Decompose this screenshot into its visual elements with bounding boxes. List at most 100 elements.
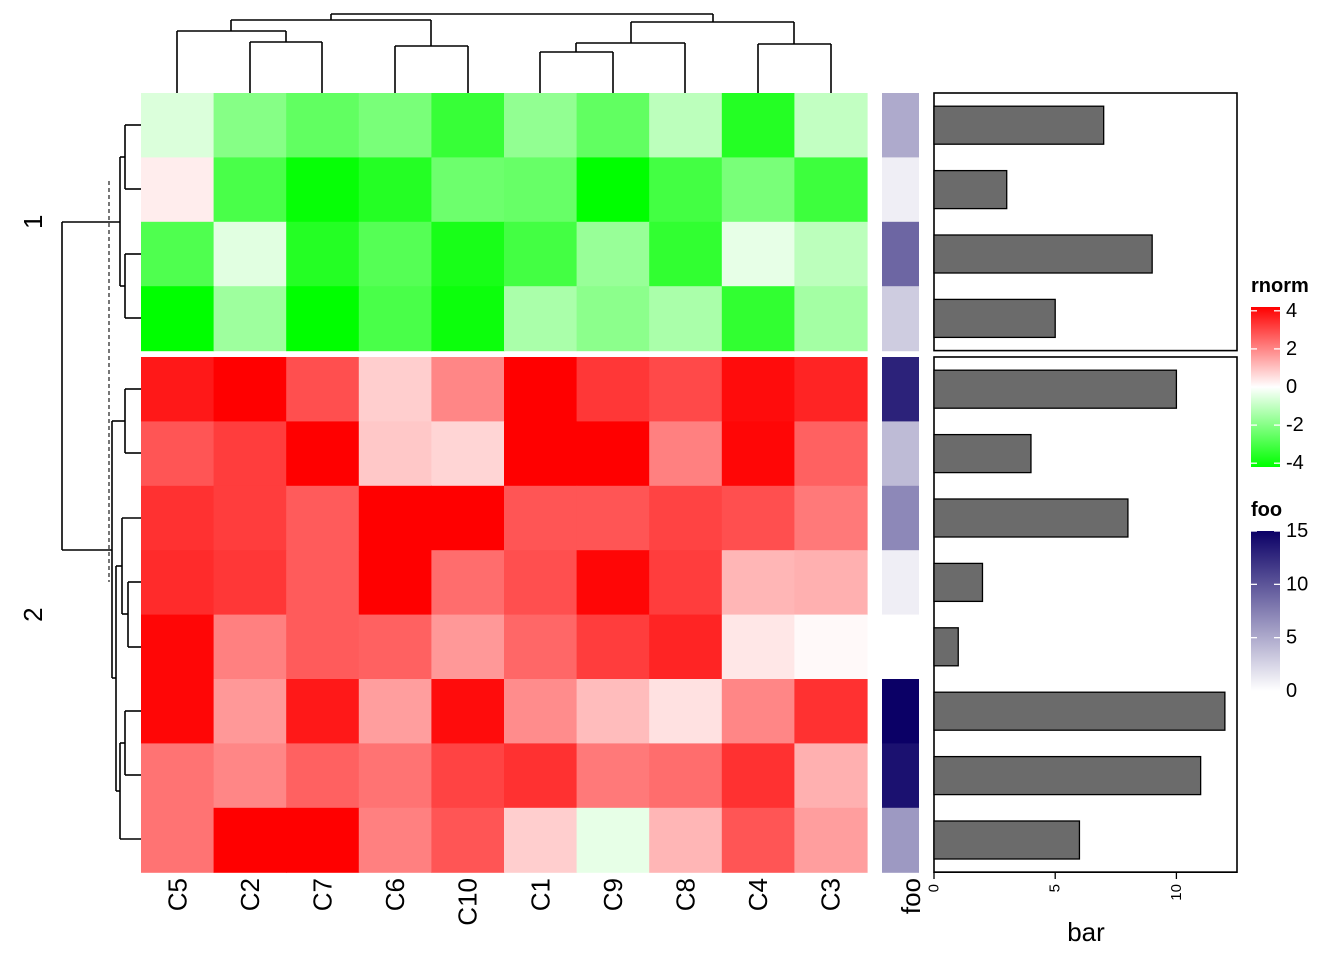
heatmap-cell bbox=[358, 743, 432, 809]
heatmap-cell bbox=[213, 614, 287, 680]
heatmap-cell bbox=[358, 221, 432, 287]
foo-cell bbox=[882, 550, 919, 616]
heatmap-cell bbox=[213, 157, 287, 223]
column-label: C1 bbox=[525, 878, 555, 911]
heatmap-cell bbox=[286, 614, 360, 680]
heatmap-cell bbox=[286, 357, 360, 422]
heatmap-cell bbox=[141, 550, 215, 616]
heatmap-cell bbox=[213, 807, 287, 873]
bar-axis-tick-label: 5 bbox=[1047, 884, 1064, 892]
column-label: C7 bbox=[308, 878, 338, 911]
foo-cell bbox=[882, 807, 919, 873]
heatmap-cell bbox=[213, 93, 287, 158]
heatmap-cell bbox=[358, 614, 432, 680]
foo-cell bbox=[882, 421, 919, 487]
row-slice-label: 1 bbox=[18, 215, 48, 229]
heatmap-cell bbox=[649, 550, 723, 616]
bar-axis-tick-label: 0 bbox=[926, 884, 943, 892]
heatmap-cell bbox=[431, 550, 505, 616]
heatmap-cell bbox=[504, 157, 578, 223]
heatmap-cell bbox=[721, 421, 795, 487]
heatmap-cell bbox=[794, 743, 868, 809]
row-dendrogram bbox=[61, 124, 141, 840]
heatmap-cell bbox=[286, 421, 360, 487]
bar-mark bbox=[933, 755, 1202, 796]
heatmap-cell bbox=[576, 485, 650, 551]
heatmap-cell bbox=[358, 421, 432, 487]
foo-cell bbox=[882, 357, 919, 422]
heatmap-cell bbox=[358, 550, 432, 616]
heatmap-cell bbox=[213, 679, 287, 744]
heatmap-cell bbox=[286, 157, 360, 223]
heatmap-cell bbox=[721, 157, 795, 223]
bar-mark bbox=[933, 691, 1226, 731]
heatmap-cell bbox=[794, 550, 868, 616]
heatmap-cell bbox=[358, 679, 432, 744]
heatmap-cell bbox=[286, 743, 360, 809]
heatmap-cell bbox=[358, 807, 432, 873]
heatmap-cell bbox=[649, 93, 723, 158]
heatmap-cell bbox=[649, 157, 723, 223]
heatmap-cell bbox=[576, 679, 650, 744]
legend-rnorm-tick-label: -2 bbox=[1286, 414, 1304, 436]
heatmap-cell bbox=[794, 485, 868, 551]
heatmap-cell bbox=[504, 614, 578, 680]
heatmap-cell bbox=[721, 550, 795, 616]
bar-mark bbox=[933, 234, 1153, 274]
column-label: C9 bbox=[598, 878, 628, 911]
column-labels: C5 C2 C7 C6 C10 C1 C9 C8 C4 C3 bbox=[162, 878, 845, 926]
legend-rnorm-title: rnorm bbox=[1251, 275, 1309, 297]
legend-rnorm: rnorm 4 2 0 -2 -4 bbox=[1251, 275, 1309, 474]
heatmap-cell bbox=[794, 679, 868, 744]
bar-mark bbox=[933, 820, 1081, 860]
legend-rnorm-tick-label: -4 bbox=[1286, 452, 1304, 474]
heatmap-cell bbox=[141, 485, 215, 551]
heatmap-cell bbox=[213, 485, 287, 551]
heatmap-cell bbox=[649, 221, 723, 287]
heatmap-cell bbox=[286, 93, 360, 158]
row-slice-label: 2 bbox=[18, 607, 48, 621]
heatmap-cell bbox=[794, 614, 868, 680]
bar-annotation bbox=[933, 92, 1238, 874]
foo-cell bbox=[882, 679, 919, 744]
heatmap-cell bbox=[504, 357, 578, 422]
heatmap-cell bbox=[721, 221, 795, 287]
bar-mark bbox=[933, 562, 984, 603]
foo-cell bbox=[882, 157, 919, 223]
heatmap-cell bbox=[721, 286, 795, 352]
heatmap-cell bbox=[358, 357, 432, 422]
heatmap-cell bbox=[649, 286, 723, 352]
bar-mark bbox=[933, 498, 1129, 538]
column-label: C2 bbox=[235, 878, 265, 911]
heatmap-cell bbox=[576, 93, 650, 158]
heatmap-cell bbox=[649, 614, 723, 680]
heatmap-cell bbox=[141, 357, 215, 422]
legend-foo: foo 15 10 5 0 bbox=[1251, 499, 1308, 702]
heatmap-cell bbox=[358, 286, 432, 352]
heatmap-cell bbox=[721, 357, 795, 422]
heatmap-cell bbox=[286, 221, 360, 287]
heatmap-cell bbox=[649, 807, 723, 873]
heatmap-cell bbox=[286, 286, 360, 352]
heatmap-cell bbox=[431, 485, 505, 551]
bar-axis: 0 5 10 bbox=[926, 871, 1237, 901]
heatmap-cell bbox=[576, 286, 650, 352]
legend-rnorm-tick-label: 0 bbox=[1286, 376, 1297, 398]
heatmap-cell bbox=[358, 485, 432, 551]
heatmap-cell bbox=[431, 421, 505, 487]
heatmap-cell bbox=[576, 357, 650, 422]
bar-mark bbox=[933, 105, 1105, 145]
bar-panel-frame bbox=[933, 92, 1238, 352]
heatmap-cell bbox=[576, 221, 650, 287]
foo-cell bbox=[882, 221, 919, 287]
heatmap-cell bbox=[141, 679, 215, 744]
column-label: C10 bbox=[453, 878, 483, 926]
bar-mark bbox=[933, 433, 1032, 474]
heatmap-cell bbox=[504, 421, 578, 487]
row-slice-labels: 12 bbox=[18, 215, 48, 622]
heatmap-cell bbox=[213, 550, 287, 616]
heatmap-cell bbox=[576, 157, 650, 223]
column-label: C8 bbox=[671, 878, 701, 911]
heatmap-cell bbox=[431, 157, 505, 223]
heatmap-cell bbox=[504, 679, 578, 744]
